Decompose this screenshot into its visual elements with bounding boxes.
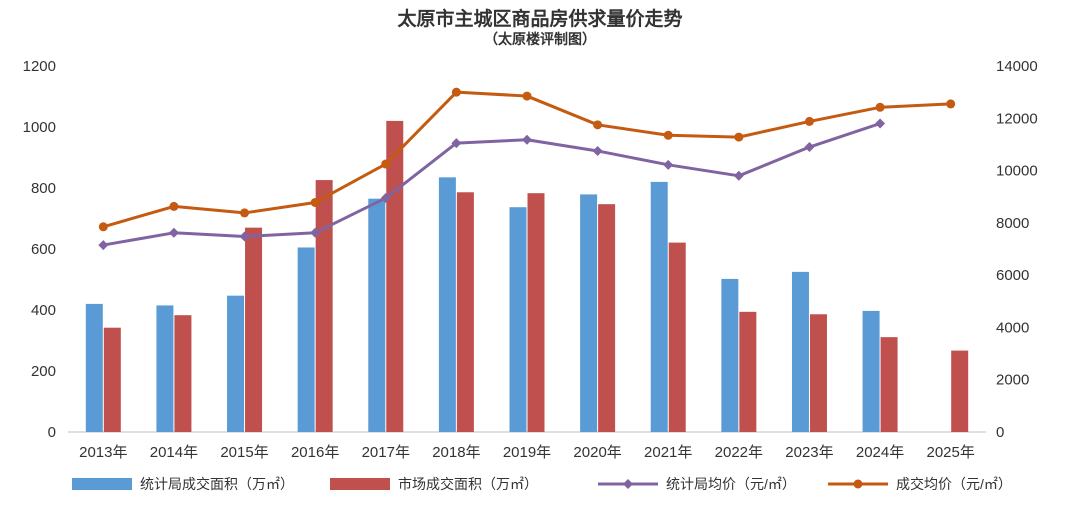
- bar-stat-area: [156, 305, 174, 432]
- point-deal-price: [240, 208, 250, 218]
- point-deal-price: [522, 91, 532, 101]
- legend-item-deal-price[interactable]: 成交均价（元/㎡）: [828, 474, 1012, 494]
- legend-label-market-area: 市场成交面积（万㎡）: [398, 476, 538, 492]
- x-tick-label: 2016年: [291, 444, 339, 461]
- legend-label-stat-area: 统计局成交面积（万㎡）: [140, 476, 294, 492]
- y-left-tick-label: 400: [31, 302, 56, 319]
- bar-market-area: [527, 193, 545, 432]
- point-deal-price: [663, 130, 673, 140]
- point-deal-price: [310, 197, 320, 207]
- point-deal-price: [451, 87, 461, 97]
- y-left-tick-label: 800: [31, 180, 56, 197]
- bar-stat-area: [721, 278, 739, 432]
- bar-market-area: [456, 192, 474, 432]
- x-tick-label: 2021年: [644, 444, 692, 461]
- point-stat-price: [733, 170, 744, 181]
- chart-title: 太原市主城区商品房供求量价走势: [397, 9, 683, 30]
- legend-swatch-market-area: [330, 478, 390, 490]
- bar-market-area: [103, 327, 121, 432]
- point-stat-price: [592, 145, 603, 156]
- point-deal-price: [804, 116, 814, 126]
- legend-swatch-stat-price: [598, 479, 658, 489]
- legend-label-deal-price: 成交均价（元/㎡）: [896, 476, 1012, 492]
- bar-market-area: [245, 227, 263, 432]
- point-stat-price: [451, 138, 462, 149]
- x-tick-label: 2022年: [715, 444, 763, 461]
- point-stat-price: [804, 142, 815, 153]
- point-stat-price: [522, 134, 532, 145]
- bar-market-area: [174, 315, 192, 432]
- bar-stat-area: [791, 271, 809, 432]
- point-deal-price: [946, 99, 956, 109]
- bar-market-area: [739, 311, 757, 432]
- x-tick-label: 2015年: [220, 444, 268, 461]
- y-left-tick-label: 200: [31, 363, 56, 380]
- x-tick-label: 2013年: [79, 444, 127, 461]
- x-tick-label: 2025年: [927, 444, 975, 461]
- bar-stat-area: [650, 181, 668, 432]
- legend-item-market-area[interactable]: 市场成交面积（万㎡）: [330, 474, 538, 494]
- point-deal-price: [875, 102, 885, 112]
- bar-stat-area: [297, 247, 315, 432]
- bar-stat-area: [227, 295, 245, 432]
- y-right-tick-label: 6000: [996, 267, 1029, 284]
- line-deal-price: [102, 90, 951, 229]
- x-tick-label: 2019年: [503, 444, 551, 461]
- point-stat-price: [310, 227, 321, 238]
- bar-market-area: [951, 350, 969, 432]
- y-right-tick-label: 10000: [996, 163, 1038, 180]
- bar-market-area: [809, 314, 827, 432]
- point-deal-price: [734, 132, 744, 142]
- x-tick-label: 2014年: [150, 444, 198, 461]
- bar-market-area: [598, 204, 616, 432]
- point-stat-price: [98, 240, 109, 251]
- point-deal-price: [98, 222, 108, 232]
- y-left-tick-label: 0: [48, 424, 56, 441]
- point-deal-price: [169, 201, 179, 211]
- point-stat-price: [168, 227, 179, 238]
- x-tick-label: 2024年: [856, 444, 904, 461]
- y-right-tick-label: 4000: [996, 319, 1029, 336]
- bar-stat-area: [580, 194, 598, 432]
- legend-swatch-stat-area: [72, 478, 132, 490]
- y-right-tick-label: 8000: [996, 215, 1029, 232]
- bar-stat-area: [509, 207, 527, 432]
- point-stat-price: [380, 193, 391, 204]
- bar-market-area: [386, 120, 404, 433]
- bar-market-area: [880, 337, 898, 432]
- x-tick-label: 2023年: [785, 444, 833, 461]
- bar-market-area: [668, 242, 686, 432]
- x-tick-label: 2018年: [432, 444, 480, 461]
- y-right-tick-label: 2000: [996, 372, 1029, 389]
- legend-label-stat-price: 统计局均价（元/㎡）: [666, 476, 796, 492]
- bar-market-area: [315, 180, 333, 432]
- point-stat-price: [239, 231, 250, 242]
- legend-item-stat-price[interactable]: 统计局均价（元/㎡）: [598, 474, 796, 494]
- point-deal-price: [593, 120, 603, 130]
- y-left-tick-label: 600: [31, 241, 56, 258]
- bar-stat-area: [368, 198, 386, 432]
- y-right-tick-label: 14000: [996, 58, 1038, 75]
- y-right-tick-label: 12000: [996, 110, 1038, 127]
- y-right-tick-label: 0: [996, 424, 1004, 441]
- y-left-tick-label: 1200: [23, 58, 56, 75]
- y-left-tick-label: 1000: [23, 119, 56, 136]
- line-stat-price: [103, 122, 881, 247]
- legend-swatch-deal-price: [828, 479, 888, 489]
- point-stat-price: [663, 159, 674, 170]
- x-tick-label: 2017年: [362, 444, 410, 461]
- bar-stat-area: [85, 303, 103, 432]
- chart-subtitle: （太原楼评制图）: [484, 31, 596, 47]
- point-deal-price: [381, 159, 391, 169]
- legend-item-stat-area[interactable]: 统计局成交面积（万㎡）: [72, 474, 294, 494]
- bar-stat-area: [438, 177, 456, 432]
- x-tick-label: 2020年: [573, 444, 621, 461]
- bar-stat-area: [862, 310, 880, 432]
- point-stat-price: [875, 118, 886, 129]
